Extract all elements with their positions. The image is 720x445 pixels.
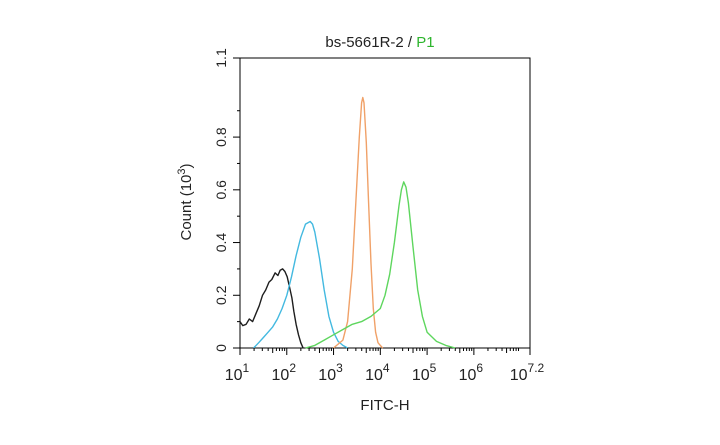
x-tick-label: 104 <box>365 361 390 384</box>
y-tick-label-group: 0.8 <box>213 127 229 147</box>
y-tick-label: 0.4 <box>213 233 229 253</box>
x-tick-label-exponent: 2 <box>289 361 296 375</box>
chart-title: bs-5661R-2 / P1 <box>325 34 434 51</box>
y-tick-label: 0 <box>213 344 229 352</box>
y-tick-label: 1.1 <box>213 48 229 68</box>
x-tick-label-base: 10 <box>272 367 290 384</box>
x-tick-label-base: 10 <box>412 367 430 384</box>
series-line-3 <box>333 96 384 349</box>
x-tick-label: 107.2 <box>510 361 545 384</box>
y-tick-label: 0.8 <box>213 127 229 147</box>
x-tick-label: 102 <box>272 361 297 384</box>
chart-title-part: bs-5661R-2 <box>325 34 403 51</box>
x-tick-label-exponent: 6 <box>476 361 483 375</box>
x-tick-label-base: 10 <box>365 367 383 384</box>
y-tick-label-group: 1.1 <box>213 48 229 68</box>
x-tick-label-exponent: 5 <box>430 361 437 375</box>
x-tick-label-exponent: 4 <box>383 361 390 375</box>
x-tick-label-base: 10 <box>510 367 528 384</box>
chart-title-part: P1 <box>416 34 434 51</box>
y-tick-label-group: 0 <box>213 344 229 352</box>
x-tick-label: 105 <box>412 361 437 384</box>
x-tick-label-base: 10 <box>318 367 336 384</box>
y-axis-label: Count (103) <box>176 164 195 241</box>
y-axis-label-close: ) <box>178 164 195 169</box>
x-tick-label-exponent: 7.2 <box>528 361 545 375</box>
x-tick-label-base: 10 <box>225 367 243 384</box>
y-axis: 0 0.2 0.4 0.6 0.8 1.1 <box>213 48 240 352</box>
x-tick-label: 106 <box>459 361 484 384</box>
series-line-4 <box>305 181 456 349</box>
x-tick-label: 101 <box>225 361 250 384</box>
y-tick-label: 0.6 <box>213 180 229 200</box>
y-tick-label-group: 0.4 <box>213 233 229 253</box>
x-tick-label-base: 10 <box>459 367 477 384</box>
chart-title-part: / <box>404 34 417 51</box>
series-layer <box>239 96 456 349</box>
x-axis-label: FITC-H <box>360 397 409 414</box>
y-axis-label-group: Count (103) <box>176 164 195 241</box>
y-axis-label-text: Count (10 <box>178 175 195 241</box>
x-tick-label: 103 <box>318 361 343 384</box>
plot-frame <box>239 57 531 349</box>
y-axis-label-exponent: 3 <box>176 169 188 175</box>
x-axis: 101 102 103 104 105 106 107.2 <box>225 348 545 384</box>
y-tick-label-group: 0.2 <box>213 285 229 305</box>
x-tick-label-exponent: 1 <box>243 361 250 375</box>
series-line-1 <box>239 268 304 349</box>
x-tick-label-exponent: 3 <box>336 361 343 375</box>
y-tick-label-group: 0.6 <box>213 180 229 200</box>
y-tick-label: 0.2 <box>213 285 229 305</box>
series-line-2 <box>253 220 348 349</box>
